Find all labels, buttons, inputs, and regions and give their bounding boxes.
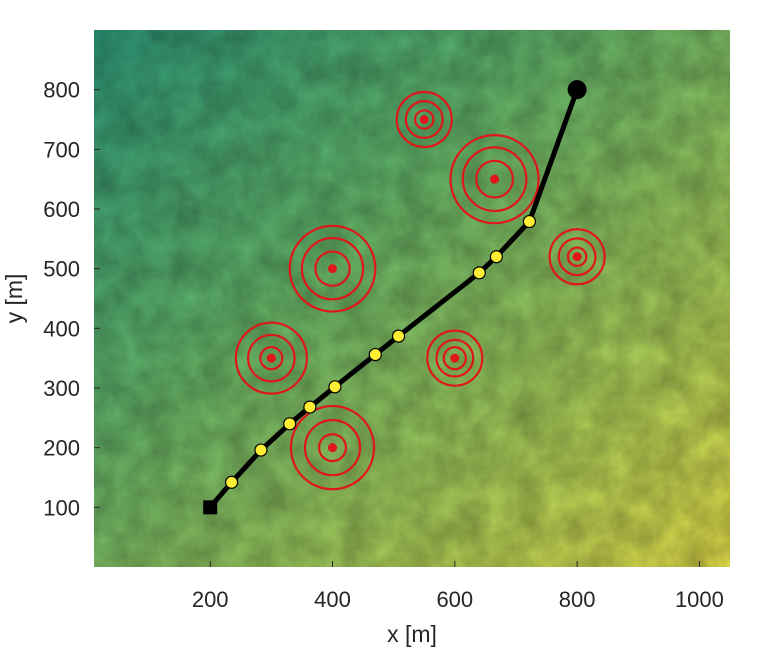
obstacle-center xyxy=(266,353,276,363)
obstacle-ring xyxy=(404,100,444,139)
x-tick-label: 400 xyxy=(314,587,351,612)
obstacle-center xyxy=(572,252,582,262)
waypoint xyxy=(522,214,537,229)
flight-path xyxy=(203,80,587,515)
y-tick-label: 800 xyxy=(43,78,80,103)
obstacle-ring xyxy=(475,159,515,199)
obstacle-ring xyxy=(557,237,597,277)
y-tick-label: 600 xyxy=(43,197,80,222)
x-axis-ticks: 200 400 600 800 1000 xyxy=(192,561,724,612)
obstacle-center xyxy=(450,353,460,363)
obstacle-rings xyxy=(234,90,606,491)
x-tick-label: 1000 xyxy=(675,587,724,612)
obstacle-ring xyxy=(303,419,362,477)
waypoint xyxy=(283,417,297,431)
obstacle-center xyxy=(328,264,337,274)
y-tick-label: 100 xyxy=(43,495,80,520)
obstacle-ring xyxy=(461,146,528,213)
x-tick-label: 800 xyxy=(559,587,596,612)
obstacle-ring xyxy=(426,329,484,387)
start-marker xyxy=(203,500,218,515)
path-line xyxy=(208,88,580,509)
obstacle-center xyxy=(490,174,500,184)
goal-marker xyxy=(567,80,587,100)
waypoint xyxy=(254,443,268,457)
waypoint xyxy=(391,329,406,343)
obstacle-center xyxy=(328,443,337,453)
waypoint xyxy=(224,475,239,489)
plot-area xyxy=(94,30,730,567)
obstacle-ring xyxy=(259,346,284,371)
y-tick-label: 700 xyxy=(43,137,80,162)
obstacle-ring xyxy=(317,433,348,463)
waypoint xyxy=(328,380,342,394)
obstacle-ring xyxy=(288,224,377,313)
y-axis-ticks: 100 200 300 400 500 600 700 800 xyxy=(43,78,100,520)
y-tick-label: 400 xyxy=(43,316,80,341)
obstacle-ring xyxy=(413,109,435,130)
y-tick-label: 500 xyxy=(43,257,80,282)
obstacle-ring xyxy=(548,228,606,286)
x-tick-label: 200 xyxy=(192,587,229,612)
y-tick-label: 300 xyxy=(43,376,80,401)
waypoint xyxy=(303,400,317,414)
terrain-relief xyxy=(94,30,730,567)
waypoint xyxy=(368,347,382,362)
x-tick-label: 600 xyxy=(436,587,473,612)
x-axis-label: x [m] xyxy=(387,621,437,647)
obstacle-ring xyxy=(247,333,296,383)
obstacle-ring xyxy=(442,346,467,371)
obstacle-ring xyxy=(314,250,351,287)
waypoint xyxy=(472,266,486,280)
y-tick-label: 200 xyxy=(43,436,80,461)
obstacle-ring xyxy=(449,134,540,225)
obstacle-ring xyxy=(234,321,308,395)
obstacle-ring xyxy=(300,236,365,301)
obstacle-ring xyxy=(289,404,376,491)
obstacle-ring xyxy=(566,246,588,268)
y-axis-label: y [m] xyxy=(1,274,27,324)
obstacle-ring xyxy=(435,338,475,378)
waypoint xyxy=(489,250,503,264)
obstacle-center xyxy=(419,115,429,124)
obstacle-ring xyxy=(395,90,453,149)
